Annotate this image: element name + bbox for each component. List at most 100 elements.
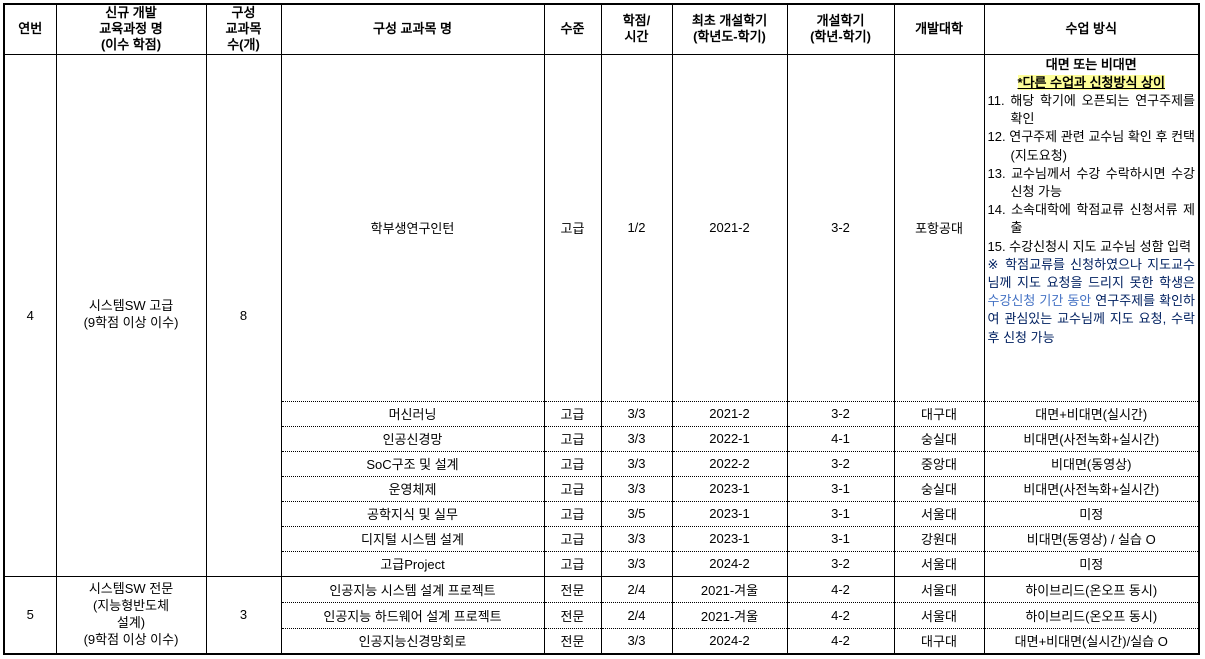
table-row: 인공지능신경망회로 전문 3/3 2024-2 4-2 대구대 대면+비대면(실시간)/실습… [4,627,1200,654]
cell-univ: 서울대 [893,601,985,628]
cell-first-semester: 2023-1 [671,525,788,551]
table-row: 운영체제 고급 3/3 2023-1 3-1 숭실대 비대면(사전녹화+실시간) [4,475,1200,501]
cell-first-semester: 2024-2 [671,627,788,654]
cell-univ: 강원대 [893,525,985,551]
cell-semester: 3-2 [786,450,895,476]
table-row: 인공신경망 고급 3/3 2022-1 4-1 숭실대 비대면(사전녹화+실시간) [4,425,1200,451]
cell-curriculum: 시스템SW 전문 (지능형반도체 설계) (9학점 이상 이수) [55,575,207,654]
cell-course-count: 3 [205,575,282,654]
cell-univ: 중앙대 [893,450,985,476]
method-step: 11. 해당 학기에 오픈되는 연구주제를 확인 [987,92,1196,127]
cell-course-name: 공학지식 및 실무 [280,500,545,526]
cell-level: 전문 [543,575,602,602]
cell-credit-hours: 3/3 [600,550,673,576]
cell-semester: 3-1 [786,500,895,526]
cell-method: 대면+비대면(실시간) [983,400,1200,426]
cell-first-semester: 2021-겨울 [671,601,788,628]
cell-first-semester: 2021-2 [671,53,788,401]
method-footnote: ※ 학점교류를 신청하였으나 지도교수님께 지도 요청을 드리지 못한 학생은 … [988,256,1196,347]
cell-credit-hours: 2/4 [600,575,673,602]
cell-level: 고급 [543,450,602,476]
table-row: 디지털 시스템 설계 고급 3/3 2023-1 3-1 강원대 비대면(동영상) / 실습… [4,525,1200,551]
cell-univ: 대구대 [893,400,985,426]
table-header: 연번 신규 개발 교육과정 명 (이수 학점) 구성 교과목 수(개) 구성 교… [3,3,1200,54]
cell-credit-hours: 3/3 [600,475,673,501]
cell-semester: 3-1 [786,525,895,551]
table-row: 인공지능 하드웨어 설계 프로젝트 전문 2/4 2021-겨울 4-2 서울대 하이브리드… [4,601,1200,628]
cell-course-name: 운영체제 [280,475,545,501]
cell-credit-hours: 3/3 [600,400,673,426]
cell-level: 고급 [543,475,602,501]
cell-semester: 3-2 [786,400,895,426]
course-table: 연번 신규 개발 교육과정 명 (이수 학점) 구성 교과목 수(개) 구성 교… [3,3,1200,655]
cell-method: 대면+비대면(실시간)/실습 O [983,627,1200,654]
cell-univ: 대구대 [893,627,985,654]
cell-method: 미정 [983,550,1200,576]
header-course-count: 구성 교과목 수(개) [205,3,282,54]
cell-method: 미정 [983,500,1200,526]
header-method: 수업 방식 [983,3,1200,54]
cell-method: 비대면(사전녹화+실시간) [983,475,1200,501]
method-step: 13. 교수님께서 수강 수락하시면 수강신청 가능 [987,165,1196,199]
cell-first-semester: 2023-1 [671,475,788,501]
cell-semester: 4-1 [786,425,895,451]
cell-univ: 서울대 [893,500,985,526]
cell-level: 전문 [543,627,602,654]
cell-level: 고급 [543,400,602,426]
cell-credit-hours: 1/2 [600,53,673,401]
cell-level: 고급 [543,550,602,576]
cell-method: 비대면(동영상) / 실습 O [983,525,1200,551]
cell-semester: 4-2 [786,627,895,654]
yellow-highlighted-text: *다른 수업과 신청방식 상이 [1017,74,1165,90]
cell-method-special: 대면 또는 비대면 *다른 수업과 신청방식 상이 11. 해당 학기에 오픈되는 … [983,53,1200,401]
header-univ: 개발대학 [893,3,985,54]
cell-course-name: 학부생연구인턴 [280,53,545,401]
cell-method: 하이브리드(온오프 동시) [983,601,1200,628]
header-credit-hours: 학점/ 시간 [600,3,673,54]
cell-univ: 숭실대 [893,425,985,451]
footnote-highlight: 수강신청 기간 동안 [987,293,1092,309]
cell-course-name: 인공지능 하드웨어 설계 프로젝트 [280,601,545,628]
table-row: 4 시스템SW 고급 (9학점 이상 이수) 8 학부생연구인턴 고급 1/2 2021-2… [3,53,1200,576]
cell-first-semester: 2023-1 [671,500,788,526]
cell-credit-hours: 3/3 [600,525,673,551]
cell-no: 5 [3,575,57,654]
cell-credit-hours: 2/4 [600,601,673,628]
cell-curriculum: 시스템SW 고급 (9학점 이상 이수) [55,53,207,576]
cell-credit-hours: 3/3 [600,627,673,654]
header-no: 연번 [3,3,57,54]
cell-univ: 포항공대 [893,53,985,401]
method-subtitle: *다른 수업과 신청방식 상이 [988,74,1196,92]
cell-level: 고급 [543,525,602,551]
cell-method: 비대면(동영상) [983,450,1200,476]
cell-credit-hours: 3/5 [600,500,673,526]
cell-semester: 3-1 [786,475,895,501]
table-row: 머신러닝 고급 3/3 2021-2 3-2 대구대 대면+비대면(실시간) [4,400,1200,426]
cell-credit-hours: 3/3 [600,425,673,451]
header-curriculum-name: 신규 개발 교육과정 명 (이수 학점) [55,3,207,54]
header-course-name: 구성 교과목 명 [280,3,545,54]
method-step: 14. 소속대학에 학점교류 신청서류 제출 [987,202,1196,236]
cell-semester: 3-2 [786,53,895,401]
cell-credit-hours: 3/3 [600,450,673,476]
table-row: 5 시스템SW 전문 (지능형반도체 설계) (9학점 이상 이수) 3 인공지능 시… [3,575,1200,654]
cell-no: 4 [3,53,57,576]
footnote-text: 연구주제를 확인하여 관심있는 교수님께 지도 요청, 수락 후 신청 가능 [987,293,1196,345]
cell-semester: 4-2 [786,601,895,628]
cell-course-name: 인공지능 시스템 설계 프로젝트 [280,575,545,602]
header-semester: 개설학기 (학년-학기) [786,3,895,54]
cell-first-semester: 2021-2 [671,400,788,426]
table-row: 공학지식 및 실무 고급 3/5 2023-1 3-1 서울대 미정 [4,500,1200,526]
cell-first-semester: 2022-2 [671,450,788,476]
method-note-block: 대면 또는 비대면 *다른 수업과 신청방식 상이 11. 해당 학기에 오픈되는 … [988,56,1196,347]
cell-course-name: 인공지능신경망회로 [280,627,545,654]
cell-course-count: 8 [205,53,282,576]
footnote-text: ※ 학점교류를 신청하였으나 지도교수님께 지도 요청을 드리지 못한 학생은 [987,256,1196,290]
cell-univ: 숭실대 [893,475,985,501]
cell-course-name: 머신러닝 [280,400,545,426]
cell-method: 하이브리드(온오프 동시) [983,575,1200,602]
cell-level: 전문 [543,601,602,628]
cell-first-semester: 2024-2 [671,550,788,576]
cell-level: 고급 [543,53,602,401]
